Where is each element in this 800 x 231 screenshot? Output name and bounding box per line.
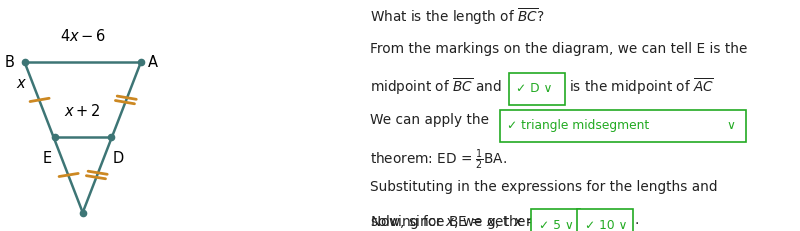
Text: B: B xyxy=(4,55,14,70)
Text: From the markings on the diagram, we can tell E is the: From the markings on the diagram, we can… xyxy=(370,42,747,56)
Text: D: D xyxy=(112,151,123,166)
Text: What is the length of $\overline{BC}$?: What is the length of $\overline{BC}$? xyxy=(370,7,544,27)
Text: $4x-6$: $4x-6$ xyxy=(59,28,106,44)
Text: ✓ 10 ∨: ✓ 10 ∨ xyxy=(585,219,627,231)
Text: theorem: ED = $\frac{1}{2}$BA.: theorem: ED = $\frac{1}{2}$BA. xyxy=(370,148,507,172)
FancyBboxPatch shape xyxy=(578,209,634,231)
Text: midpoint of $\overline{BC}$ and: midpoint of $\overline{BC}$ and xyxy=(370,76,502,97)
Text: .: . xyxy=(634,213,639,227)
Text: A: A xyxy=(148,55,158,70)
Text: Substituting in the expressions for the lengths and: Substituting in the expressions for the … xyxy=(370,180,718,194)
Text: ✓ 5 ∨: ✓ 5 ∨ xyxy=(539,219,574,231)
Text: We can apply the: We can apply the xyxy=(370,113,489,127)
FancyBboxPatch shape xyxy=(531,209,581,231)
FancyBboxPatch shape xyxy=(500,110,746,142)
Text: ✓ triangle midsegment: ✓ triangle midsegment xyxy=(507,119,650,132)
Text: solving for $x$, we get $x$ =: solving for $x$, we get $x$ = xyxy=(370,213,538,231)
Text: $x+2$: $x+2$ xyxy=(64,103,101,119)
Text: Now, since BE = $x$, then BC =: Now, since BE = $x$, then BC = xyxy=(370,213,574,230)
FancyBboxPatch shape xyxy=(509,73,565,105)
Text: is the midpoint of $\overline{AC}$: is the midpoint of $\overline{AC}$ xyxy=(570,76,714,97)
Text: ∨: ∨ xyxy=(726,119,735,132)
Text: .: . xyxy=(582,213,586,227)
Text: ✓ D ∨: ✓ D ∨ xyxy=(517,82,553,95)
Text: $x$: $x$ xyxy=(17,76,27,91)
Text: E: E xyxy=(43,151,52,166)
